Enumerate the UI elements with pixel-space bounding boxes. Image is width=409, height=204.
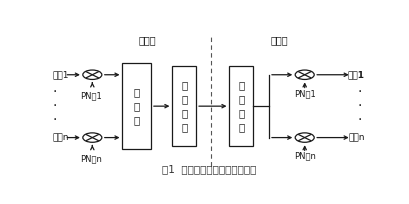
Circle shape — [295, 133, 314, 142]
Text: PN码n: PN码n — [80, 154, 102, 163]
Text: 复
合
器: 复 合 器 — [134, 87, 140, 125]
FancyBboxPatch shape — [229, 67, 253, 146]
Text: 信号1: 信号1 — [53, 70, 69, 79]
Text: 信号n: 信号n — [53, 133, 69, 142]
Text: 图1  多路测量信号传输系统组成: 图1 多路测量信号传输系统组成 — [162, 164, 257, 174]
Circle shape — [83, 70, 102, 79]
Text: ·
·
·: · · · — [53, 85, 57, 127]
Text: 主
调
制
器: 主 调 制 器 — [181, 80, 187, 132]
Text: 信号n: 信号n — [348, 133, 365, 142]
Text: ·
·
·: · · · — [358, 85, 362, 127]
Text: PN码n: PN码n — [294, 152, 316, 161]
Text: PN码1: PN码1 — [294, 89, 316, 98]
Text: 接收端: 接收端 — [270, 35, 288, 45]
FancyBboxPatch shape — [172, 67, 196, 146]
FancyBboxPatch shape — [122, 63, 151, 149]
Text: PN码1: PN码1 — [80, 91, 101, 100]
Text: 信号1: 信号1 — [348, 70, 365, 79]
Circle shape — [83, 133, 102, 142]
Circle shape — [295, 70, 314, 79]
Text: 发射端: 发射端 — [139, 35, 157, 45]
Text: 主
解
调
器: 主 解 调 器 — [238, 80, 245, 132]
